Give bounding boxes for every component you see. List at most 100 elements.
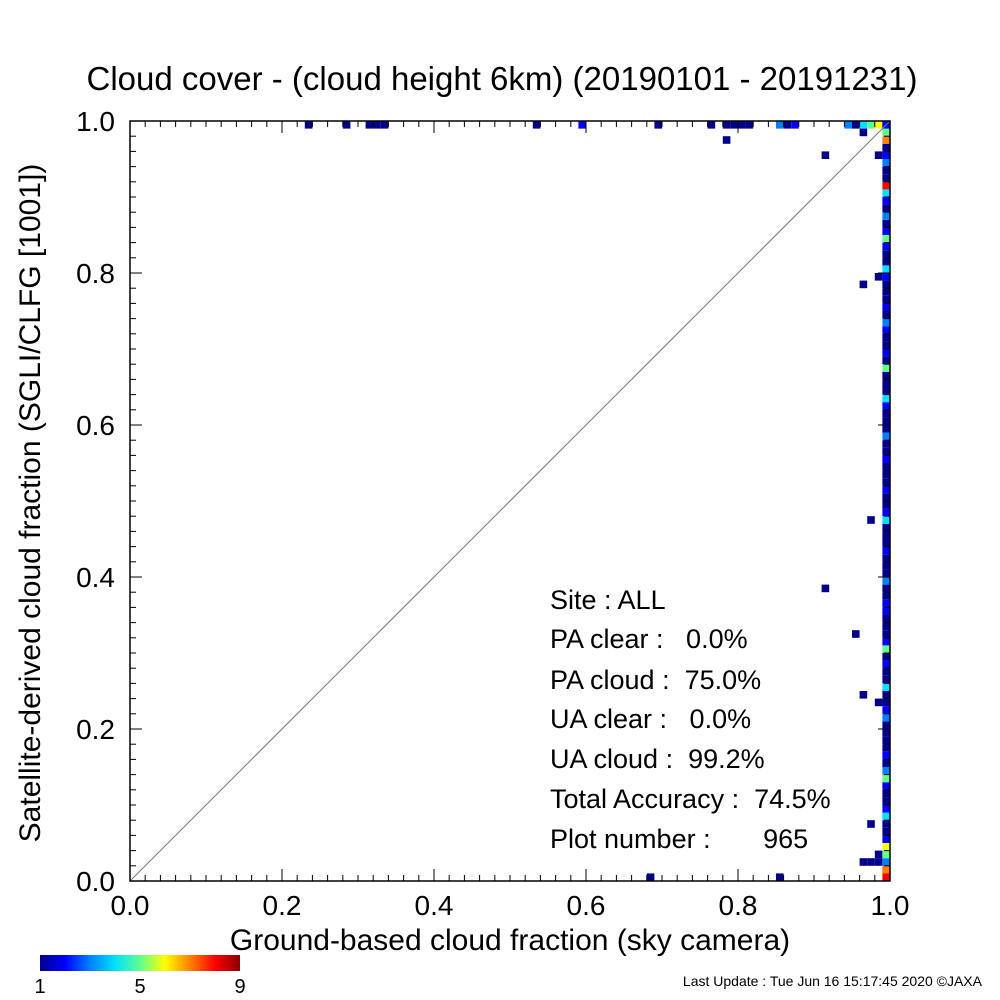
axis-ticks (129, 120, 891, 882)
heatmap-cell (882, 250, 890, 258)
x-tick-label: 0.6 (567, 890, 606, 921)
heatmap-cell (882, 227, 890, 235)
heatmap-cell (882, 470, 890, 479)
heatmap-cell (882, 349, 890, 357)
heatmap-cell (867, 858, 875, 866)
heatmap-cell (882, 554, 890, 562)
heatmap-cell (882, 645, 890, 653)
heatmap-cell (745, 121, 754, 129)
heatmap-cell (882, 174, 890, 182)
heatmap-cell (776, 873, 784, 881)
heatmap-cell (882, 394, 890, 403)
heatmap-cell (874, 151, 883, 159)
y-tick-label: 0.0 (76, 866, 115, 897)
heatmap-cell (882, 691, 890, 699)
heatmap-cell (882, 660, 890, 669)
heatmap-cell (867, 516, 875, 524)
heatmap-cell (882, 759, 890, 767)
heatmap-cell (882, 432, 890, 441)
y-tick-labels: 0.0 0.2 0.4 0.6 0.8 1.0 (76, 106, 115, 897)
x-tick-label: 0.2 (263, 890, 302, 921)
heatmap-cell (882, 584, 890, 593)
heatmap-cell (373, 121, 381, 129)
heatmap-cell (707, 121, 716, 129)
heatmap-cell (578, 121, 586, 129)
stat-site: Site : ALL (550, 585, 666, 615)
heatmap-cell (882, 204, 890, 213)
heatmap-cell (882, 181, 890, 190)
heatmap-cell (882, 151, 890, 159)
heatmap-cell (882, 767, 890, 775)
heatmap-cell (874, 698, 883, 707)
heatmap-cell (867, 121, 875, 129)
heatmap-cell (882, 622, 890, 631)
heatmap-cell (882, 189, 890, 197)
heatmap-cell (821, 584, 830, 593)
heatmap-cell (852, 121, 860, 129)
heatmap-cell (882, 273, 890, 281)
heatmap-cell (882, 425, 890, 433)
heatmap-cell (882, 143, 890, 152)
heatmap-cell (882, 630, 890, 638)
colorbar (40, 955, 240, 971)
heatmap-cell (722, 121, 731, 129)
y-tick-label: 0.6 (76, 410, 115, 441)
heatmap-cell (874, 850, 883, 859)
heatmap-cell (882, 242, 890, 251)
heatmap-cell (882, 478, 890, 486)
heatmap-cell (882, 668, 890, 676)
heatmap-cell (852, 630, 860, 638)
heatmap-cell (882, 303, 890, 311)
heatmap-cell (380, 121, 389, 129)
heatmap-cell (882, 721, 890, 729)
heatmap-cell (882, 341, 890, 349)
heatmap-cell (646, 873, 655, 881)
heatmap-cell (874, 858, 883, 866)
heatmap-cells (304, 121, 890, 881)
heatmap-cell (882, 577, 890, 585)
stat-ua-clear: UA clear : 0.0% (550, 704, 751, 734)
one-to-one-line (129, 120, 891, 882)
heatmap-cell (859, 858, 868, 866)
heatmap-cell (882, 501, 890, 509)
stat-plot-number: Plot number : 965 (550, 824, 808, 854)
heatmap-cell (882, 485, 890, 494)
chart-title: Cloud cover - (cloud height 6km) (201901… (87, 60, 918, 97)
x-tick-label: 0.0 (111, 890, 150, 921)
heatmap-cell (874, 273, 883, 281)
x-tick-label: 1.0 (871, 890, 910, 921)
heatmap-cell (342, 121, 351, 129)
heatmap-cell (882, 447, 890, 456)
y-axis-label: Satellite-derived cloud fraction (SGLI/C… (14, 164, 47, 843)
heatmap-cell (882, 311, 890, 319)
heatmap-cell (730, 121, 738, 129)
heatmap-cell (882, 379, 890, 387)
heatmap-cell (882, 455, 890, 463)
heatmap-cell (882, 265, 890, 273)
heatmap-cell (882, 417, 890, 425)
heatmap-cell (882, 318, 890, 327)
heatmap-cell (882, 827, 890, 836)
heatmap-cell (882, 736, 890, 745)
heatmap-cell (882, 561, 890, 570)
heatmap-cell (882, 508, 890, 517)
heatmap-cell (882, 136, 890, 144)
heatmap-cell (882, 235, 890, 243)
heatmap-cell (882, 257, 890, 266)
heatmap-cell (882, 516, 890, 524)
heatmap-cell (867, 820, 875, 828)
heatmap-cell (882, 523, 890, 532)
heatmap-cell (365, 121, 374, 129)
statistics-block: Site : ALL PA clear : 0.0% PA cloud : 75… (550, 585, 831, 854)
heatmap-cell (882, 653, 890, 661)
heatmap-cell (882, 797, 890, 805)
heatmap-cell (791, 121, 799, 129)
heatmap-cell (882, 713, 890, 722)
heatmap-cell (859, 691, 868, 699)
x-tick-labels: 0.0 0.2 0.4 0.6 0.8 1.0 (111, 890, 910, 921)
heatmap-cell (882, 212, 890, 220)
heatmap-cell (882, 850, 890, 859)
heatmap-cell (882, 698, 890, 707)
heatmap-cell (882, 295, 890, 304)
heatmap-cell (882, 546, 890, 555)
